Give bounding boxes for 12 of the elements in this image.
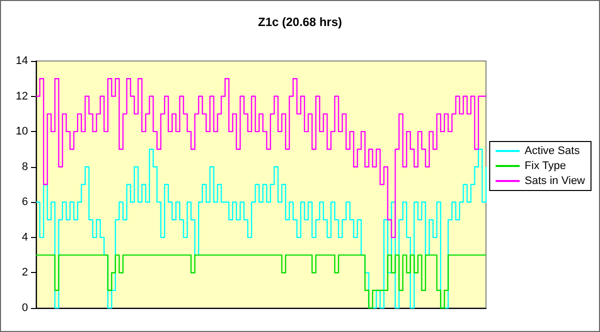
y-tick-label: 14	[16, 55, 28, 67]
y-tick-label: 6	[22, 196, 28, 208]
legend-label: Sats in View	[524, 175, 586, 187]
legend-label: Active Sats	[524, 145, 580, 157]
chart-title: Z1c (20.68 hrs)	[258, 15, 342, 29]
y-tick-label: 8	[22, 160, 28, 173]
y-tick-label: 10	[16, 126, 28, 138]
y-tick-label: 2	[22, 266, 28, 279]
y-tick-label: 4	[22, 231, 28, 244]
y-tick-label: 12	[16, 90, 28, 102]
legend-label: Fix Type	[524, 160, 566, 172]
y-tick-label: 0	[22, 302, 28, 314]
